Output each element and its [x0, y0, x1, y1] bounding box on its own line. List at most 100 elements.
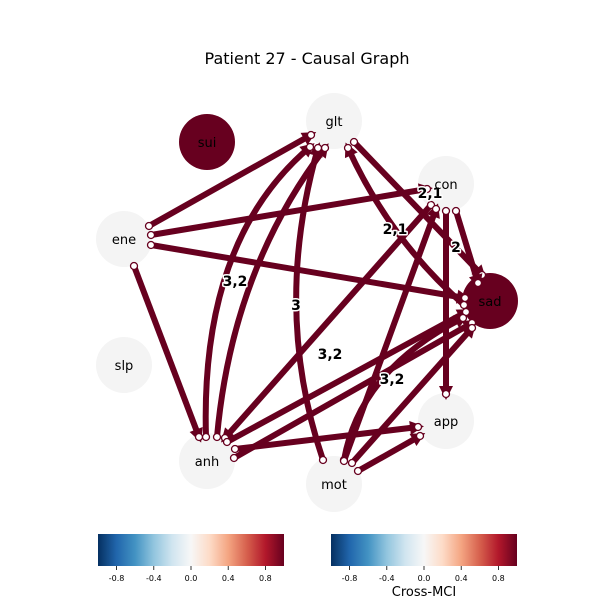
edge-start-marker: [318, 455, 328, 465]
edge-line: [293, 147, 326, 461]
edge-mot-con: [339, 203, 441, 466]
node-sui: [179, 114, 235, 170]
edge-end-marker: [415, 431, 425, 441]
node-labels-layer: glt sui con ene sad slp app anh mot: [112, 115, 502, 493]
edge-end-marker: [422, 184, 432, 194]
edge-end-marker: [467, 323, 477, 333]
edge-mot-glt: [293, 142, 328, 465]
edge-line: [150, 186, 428, 238]
node-ene: [96, 211, 152, 267]
node-label-anh: anh: [195, 455, 219, 470]
edge-labels-layer: 3,2 3 2,1 2 2,1 3,2 3,2: [221, 185, 462, 390]
edge-label: 3: [291, 298, 301, 314]
edge-mot-sad: [347, 323, 477, 468]
edge-start-marker: [230, 444, 240, 454]
edge-anh-glt: [201, 142, 315, 442]
edge-end-marker: [458, 313, 468, 323]
colorbar-tick-label: -0.4: [379, 574, 395, 583]
edge-label: 2,1: [383, 222, 408, 238]
node-label-ene: ene: [112, 233, 136, 248]
edge-line: [356, 433, 422, 474]
edge-line: [150, 242, 466, 301]
edge-start-marker: [222, 437, 232, 447]
node-glt: [306, 93, 362, 149]
edge-end-marker: [441, 389, 451, 399]
edge-end-marker: [343, 143, 353, 153]
edge-ene-con: [146, 183, 433, 240]
node-label-glt: glt: [326, 115, 343, 130]
colorbar-tick-label: 0.8: [492, 574, 505, 583]
node-app: [418, 393, 474, 449]
edge-line: [222, 203, 434, 440]
colorbar-tick-label: -0.8: [109, 574, 125, 583]
edge-start-marker: [229, 453, 239, 463]
edge-colorbar: -0.8 -0.4 0.0 0.4 0.8 Cross-MCI: [331, 534, 517, 600]
edge-line: [453, 210, 481, 284]
node-label-app: app: [434, 415, 458, 430]
edge-end-marker: [305, 142, 315, 152]
colorbar-tick-label: 0.4: [455, 574, 468, 583]
edge-label: 3,2: [380, 372, 405, 388]
edge-end-marker: [431, 204, 441, 214]
edge-start-marker: [441, 206, 451, 216]
edge-ene-glt: [144, 130, 317, 231]
edge-start-marker: [353, 466, 363, 476]
edge-label: 2: [451, 240, 461, 256]
node-label-sad: sad: [479, 295, 502, 310]
edge-line: [214, 146, 328, 438]
edge-start-marker: [146, 240, 156, 250]
edge-label: 3,2: [318, 347, 343, 363]
node-con: [418, 156, 474, 212]
edge-start-marker: [129, 261, 139, 271]
edge-line: [351, 139, 485, 278]
edge-colorbar-label: Cross-MCI: [392, 585, 456, 600]
edges-layer: [129, 130, 487, 476]
edge-line: [131, 264, 202, 439]
edge-end-marker: [413, 422, 423, 432]
node-label-sui: sui: [198, 136, 217, 151]
edge-start-marker: [201, 432, 211, 442]
node-colorbar-gradient: [98, 534, 284, 566]
edge-line: [202, 144, 312, 438]
edge-label: 3,2: [223, 274, 248, 290]
edge-label: 2,1: [418, 186, 443, 202]
edge-line: [225, 309, 468, 445]
edge-end-marker: [194, 432, 204, 442]
edge-line: [234, 424, 419, 452]
edge-line: [341, 207, 439, 463]
edge-start-marker: [339, 456, 349, 466]
nodes-layer: [96, 93, 518, 512]
edge-con-app: [439, 206, 453, 400]
node-slp: [96, 337, 152, 393]
edge-anh-glt: [212, 143, 330, 442]
node-colorbar-ticks: -0.8 -0.4 0.0 0.4 0.8: [109, 566, 272, 583]
edge-end-marker: [313, 143, 323, 153]
colorbar-tick-label: 0.4: [222, 574, 235, 583]
node-label-con: con: [434, 178, 457, 193]
colorbar-tick-label: 0.8: [259, 574, 272, 583]
node-colorbar: -0.8 -0.4 0.0 0.4 0.8: [98, 534, 284, 583]
edge-con-sad: [451, 206, 483, 289]
edge-start-marker: [212, 432, 222, 442]
node-mot: [306, 456, 362, 512]
node-label-slp: slp: [115, 359, 134, 374]
colorbar-tick-label: 0.0: [185, 574, 198, 583]
edge-start-marker: [451, 206, 461, 216]
edge-line: [349, 326, 475, 465]
node-sad: [462, 273, 518, 329]
edge-line: [147, 132, 313, 229]
edge-colorbar-gradient: [331, 534, 517, 566]
edge-colorbar-ticks: -0.8 -0.4 0.0 0.4 0.8: [342, 566, 505, 583]
edge-end-marker: [473, 278, 483, 288]
graph-title: Patient 27 - Causal Graph: [205, 49, 410, 68]
edge-glt-sad: [349, 137, 487, 280]
node-label-mot: mot: [321, 478, 347, 493]
colorbar-tick-label: -0.4: [146, 574, 162, 583]
edge-line: [232, 320, 474, 461]
edge-start-marker: [347, 458, 357, 468]
edge-start-marker: [144, 221, 154, 231]
edge-start-marker: [146, 230, 156, 240]
edge-end-marker: [320, 143, 330, 153]
edge-anh-app: [230, 421, 424, 454]
